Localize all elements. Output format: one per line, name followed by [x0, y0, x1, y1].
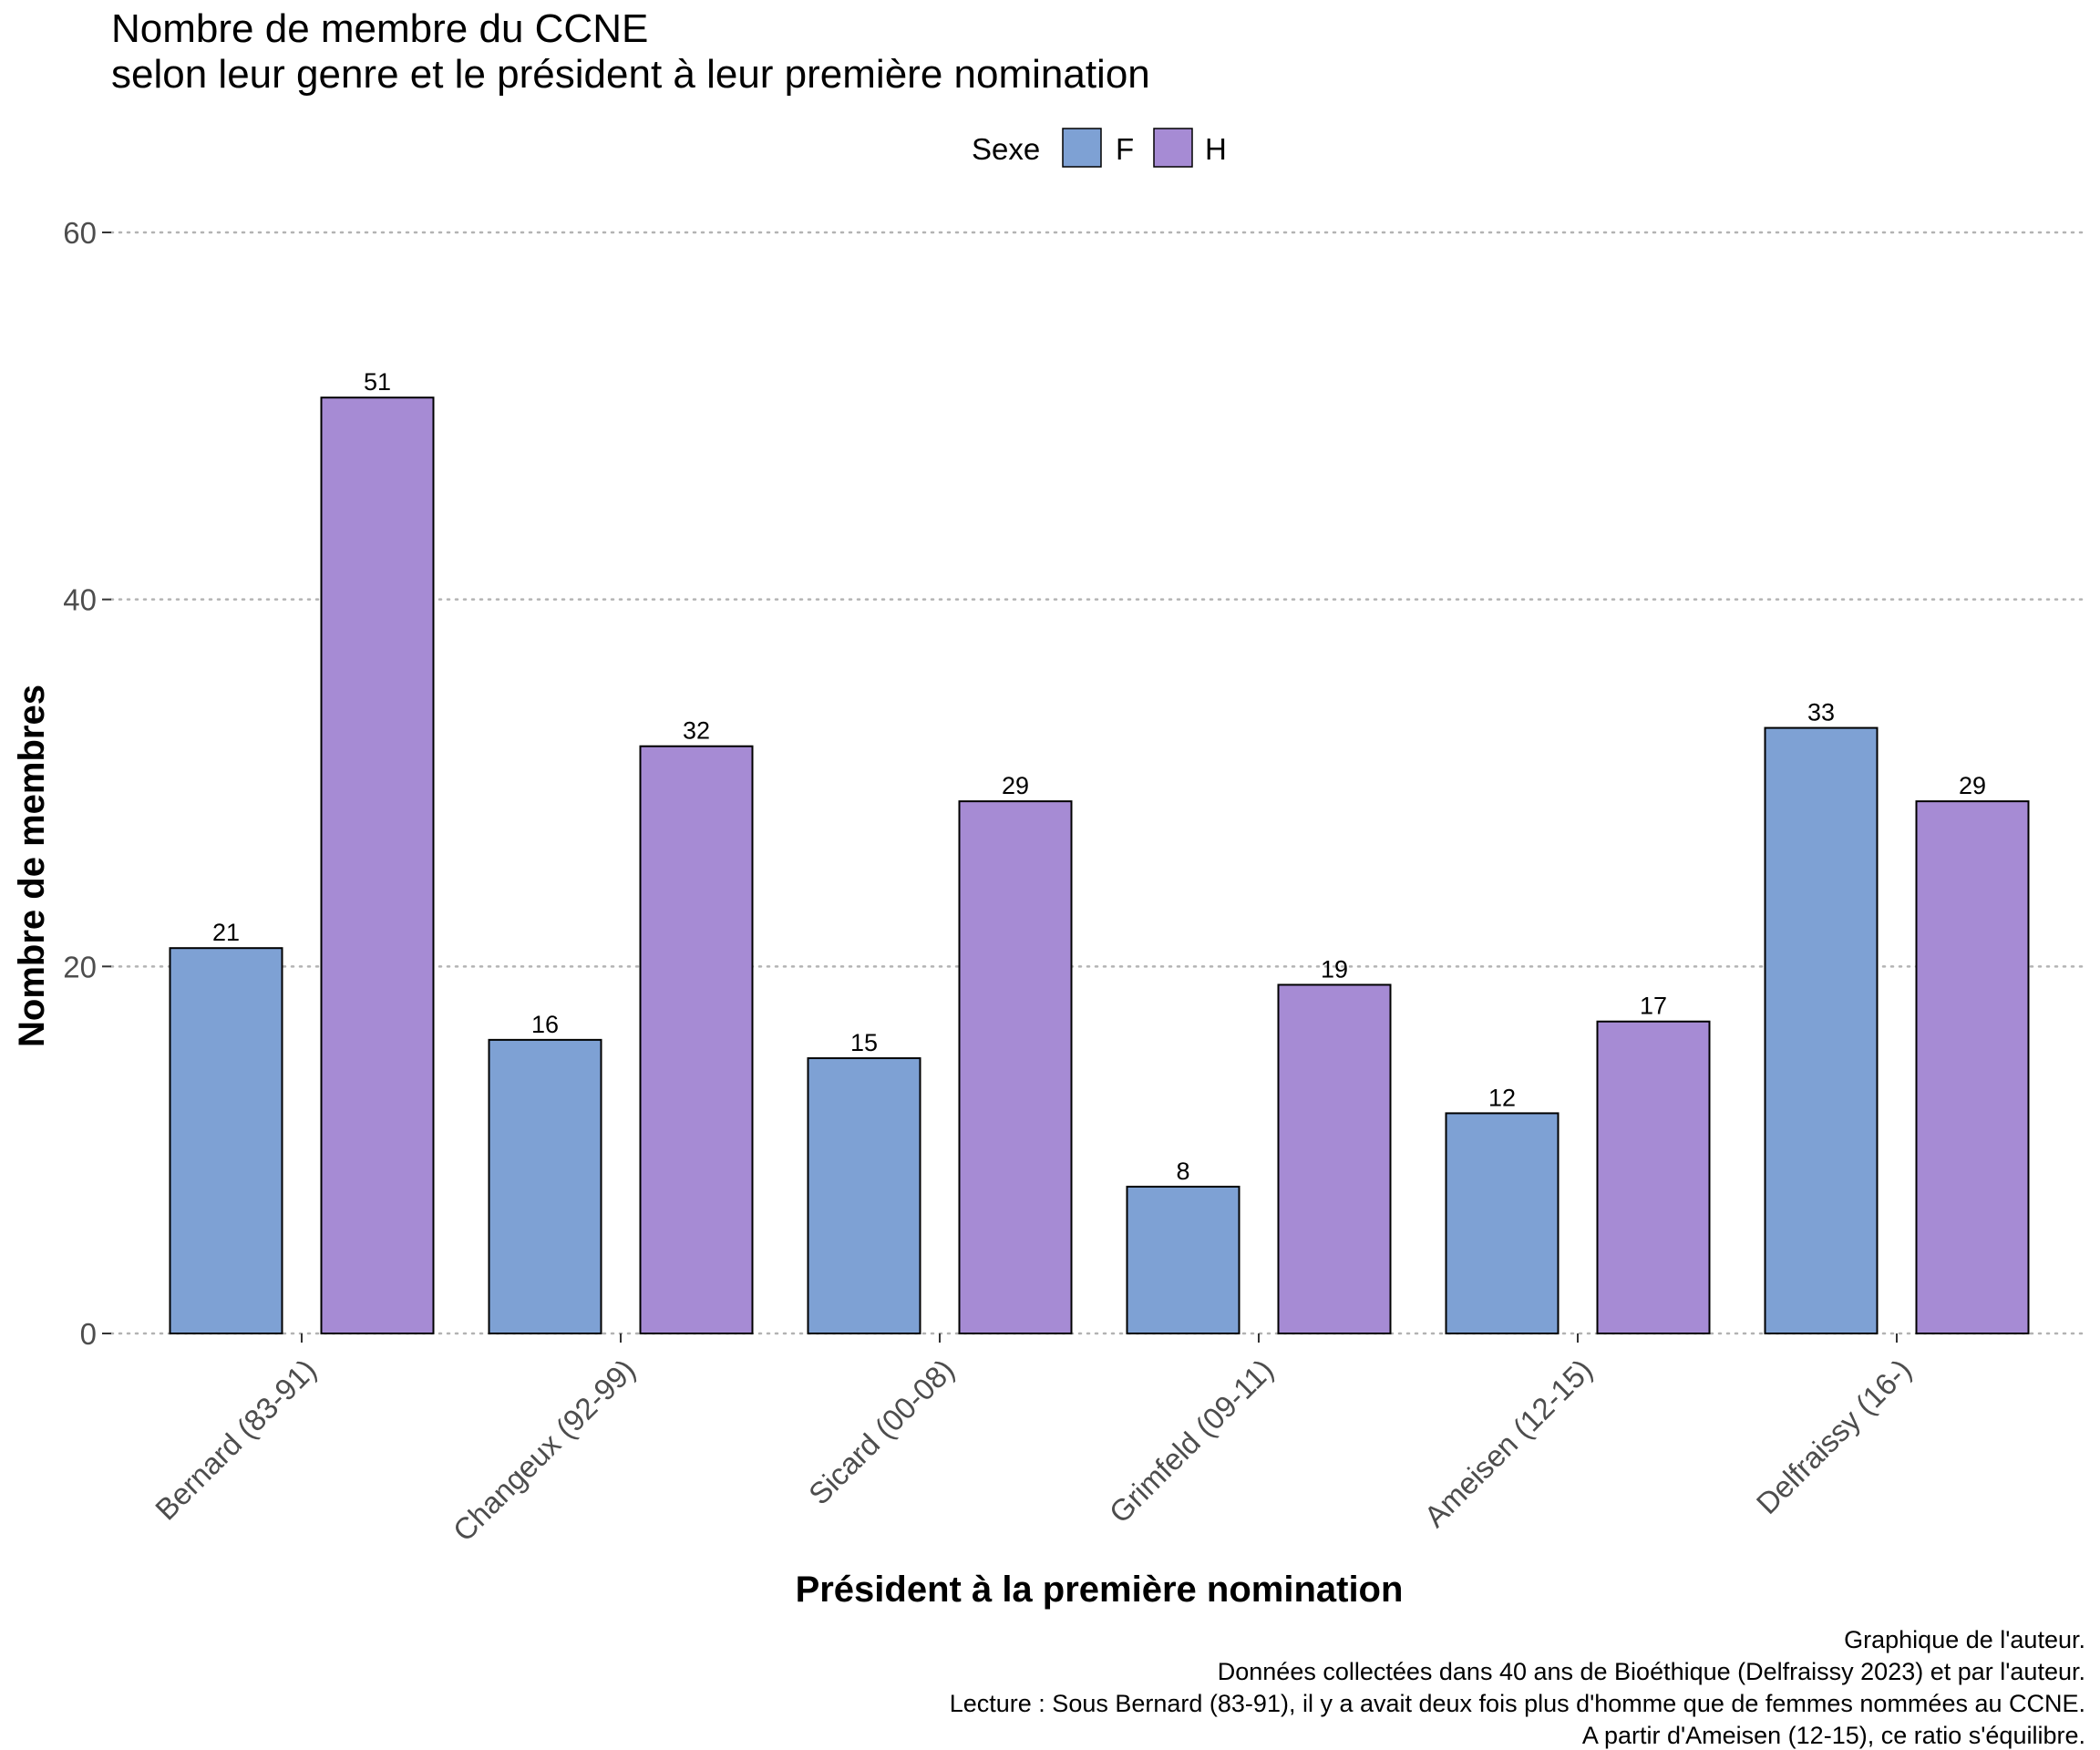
bar-h — [1915, 800, 2030, 1334]
bar-f — [169, 947, 283, 1334]
x-axis: Bernard (83-91) Changeux (92-99) Sicard (0… — [149, 1333, 1918, 1548]
bar-h — [1596, 1020, 1711, 1334]
bar-f — [1445, 1112, 1560, 1335]
x-tick-label: Delfraissy (16-) — [1750, 1353, 1918, 1520]
gridlines — [109, 231, 2087, 1335]
chart-title: Nombre de membre du CCNE — [111, 6, 648, 51]
bar-f — [807, 1057, 921, 1334]
bar-value-label: 12 — [1488, 1084, 1516, 1111]
bar-value-label: 15 — [850, 1029, 878, 1056]
bar-h — [320, 396, 435, 1335]
caption: Graphique de l'auteur. Données collectée… — [950, 1626, 2085, 1749]
bar-f — [488, 1038, 602, 1335]
x-tick-label: Sicard (00-08) — [802, 1353, 961, 1511]
bar-value-label: 29 — [1002, 772, 1029, 799]
y-tick-label: 40 — [63, 583, 97, 617]
bar-h — [1277, 983, 1392, 1334]
bar-f — [1126, 1185, 1240, 1335]
bar-value-label: 16 — [531, 1011, 559, 1038]
bar-h — [958, 800, 1073, 1334]
bar-value-label: 19 — [1321, 955, 1348, 983]
legend-label-h: H — [1205, 132, 1227, 166]
chart-subtitle: selon leur genre et le président à leur … — [111, 52, 1150, 97]
x-tick-label: Ameisen (12-15) — [1417, 1353, 1599, 1534]
bar-value-label: 17 — [1640, 993, 1667, 1020]
y-tick-label: 60 — [63, 216, 97, 250]
legend-label-f: F — [1116, 132, 1134, 166]
bar-value-label: 21 — [212, 919, 240, 946]
x-tick-label: Grimfeld (09-11) — [1103, 1353, 1280, 1529]
bars: 21 51 16 32 15 29 8 19 12 17 33 29 — [169, 368, 2030, 1335]
x-axis-title: Président à la première nomination — [796, 1570, 1404, 1610]
bar-value-label: 32 — [683, 717, 710, 745]
y-axis: 0 20 40 60 — [63, 216, 111, 1351]
bar-h — [639, 745, 754, 1334]
bar-value-label: 29 — [1959, 772, 1986, 799]
bar-value-label: 33 — [1807, 699, 1835, 726]
bar-value-label: 51 — [364, 368, 391, 396]
caption-line-1: Graphique de l'auteur. — [1844, 1626, 2085, 1653]
legend-title: Sexe — [972, 132, 1040, 166]
caption-line-4: A partir d'Ameisen (12-15), ce ratio s'é… — [1582, 1722, 2085, 1749]
x-tick-label: Changeux (92-99) — [447, 1353, 642, 1548]
bar-f — [1764, 726, 1879, 1334]
legend: Sexe F H — [972, 128, 1227, 168]
y-axis-title: Nombre de membres — [12, 685, 52, 1047]
x-tick-label: Bernard (83-91) — [149, 1353, 323, 1527]
caption-line-2: Données collectées dans 40 ans de Bioéth… — [1218, 1658, 2085, 1685]
y-tick-label: 20 — [63, 950, 97, 983]
legend-key-f — [1062, 128, 1102, 168]
legend-key-h — [1153, 128, 1193, 168]
caption-line-3: Lecture : Sous Bernard (83-91), il y a a… — [950, 1690, 2085, 1717]
y-tick-label: 0 — [80, 1317, 97, 1351]
bar-value-label: 8 — [1176, 1158, 1189, 1185]
